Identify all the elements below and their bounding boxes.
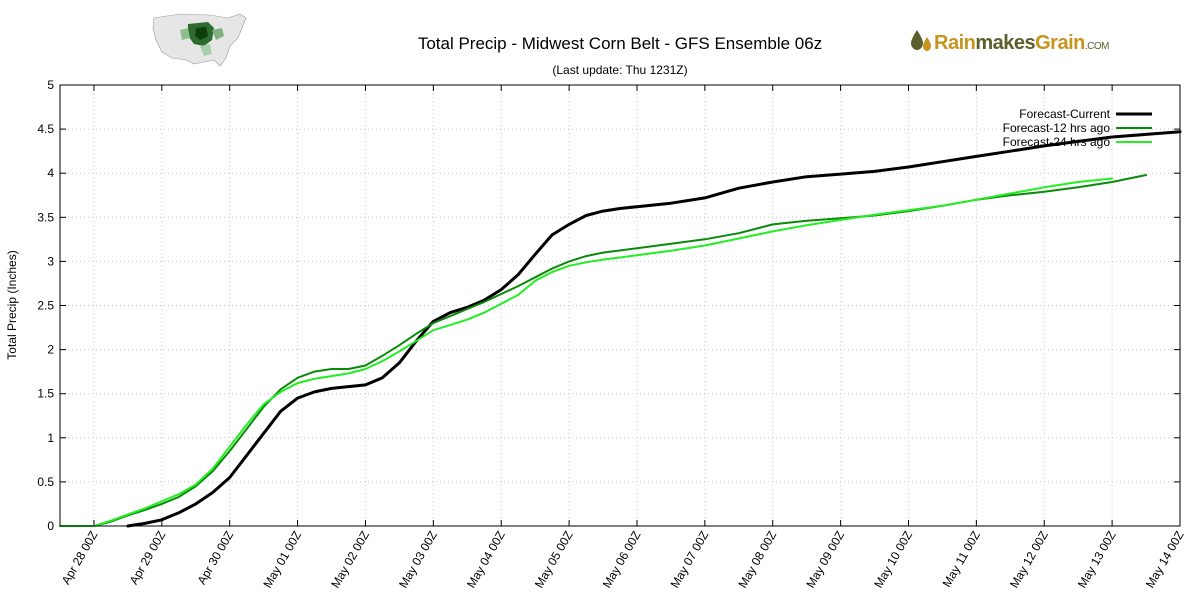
y-tick-label: 3 [47, 254, 54, 268]
logo-part-rain: Rain [934, 32, 976, 54]
y-tick-label: 4 [47, 166, 54, 180]
series-line-2 [59, 174, 1148, 527]
logo-part-grain: Grain [1035, 32, 1085, 54]
x-tick-label: May 11 00Z [940, 529, 983, 590]
raindrop-icon [911, 30, 931, 51]
plot-frame [59, 84, 1181, 527]
y-tick-label: 2 [47, 343, 54, 357]
brand-logo: RainmakesGrain.COM [934, 32, 1109, 55]
y-tick-label: 0.5 [37, 475, 54, 489]
x-tick-label: Apr 28 00Z [59, 529, 101, 587]
logo-part-makes: makes [975, 32, 1036, 54]
us-map-icon [152, 13, 247, 67]
y-axis-label: Total Precip (Inches) [5, 250, 19, 359]
x-tick-label: Apr 30 00Z [194, 529, 236, 587]
x-tick-label: May 08 00Z [736, 529, 780, 591]
chart-title: Total Precip - Midwest Corn Belt - GFS E… [417, 34, 823, 53]
y-tick-label: 3.5 [37, 210, 54, 224]
x-tick-label: May 06 00Z [600, 529, 644, 591]
x-tick-label: May 10 00Z [871, 529, 915, 591]
x-tick-label: May 05 00Z [532, 529, 576, 591]
chart-subtitle: (Last update: Thu 1231Z) [552, 63, 688, 77]
x-axis: Apr 28 00Z Apr 29 00Z Apr 30 00Z May 01 00Z… [59, 85, 1187, 590]
x-tick-label: May 14 00Z [1143, 529, 1187, 591]
x-tick-label: May 02 00Z [328, 529, 372, 591]
y-tick-label: 1.5 [37, 387, 54, 401]
x-tick-label: May 09 00Z [803, 529, 847, 591]
series-line-3 [59, 177, 1114, 527]
chart-grid [60, 85, 1180, 526]
y-axis: 0 0.5 1 1.5 2 2.5 3 3.5 4 4.5 5 [37, 78, 1180, 533]
x-tick-label: May 12 00Z [1007, 529, 1051, 591]
x-tick-label: May 03 00Z [396, 529, 440, 591]
x-tick-label: May 01 00Z [260, 529, 304, 591]
y-tick-label: 5 [47, 78, 54, 92]
x-tick-label: Apr 29 00Z [127, 529, 169, 587]
y-tick-label: 4.5 [37, 122, 54, 136]
x-tick-label: May 13 00Z [1075, 529, 1119, 591]
legend-label-3: Forecast-24 hrs ago [1003, 135, 1111, 149]
y-tick-label: 1 [47, 431, 54, 445]
x-tick-label: May 07 00Z [668, 529, 712, 591]
legend-label-2: Forecast-12 hrs ago [1003, 121, 1111, 135]
logo-suffix: .COM [1084, 41, 1110, 52]
y-tick-label: 2.5 [37, 299, 54, 313]
legend-label-1: Forecast-Current [1019, 107, 1110, 121]
series-group [59, 130, 1182, 528]
y-tick-label: 0 [47, 519, 54, 533]
x-tick-label: May 04 00Z [464, 529, 508, 591]
series-line-1 [126, 130, 1182, 528]
